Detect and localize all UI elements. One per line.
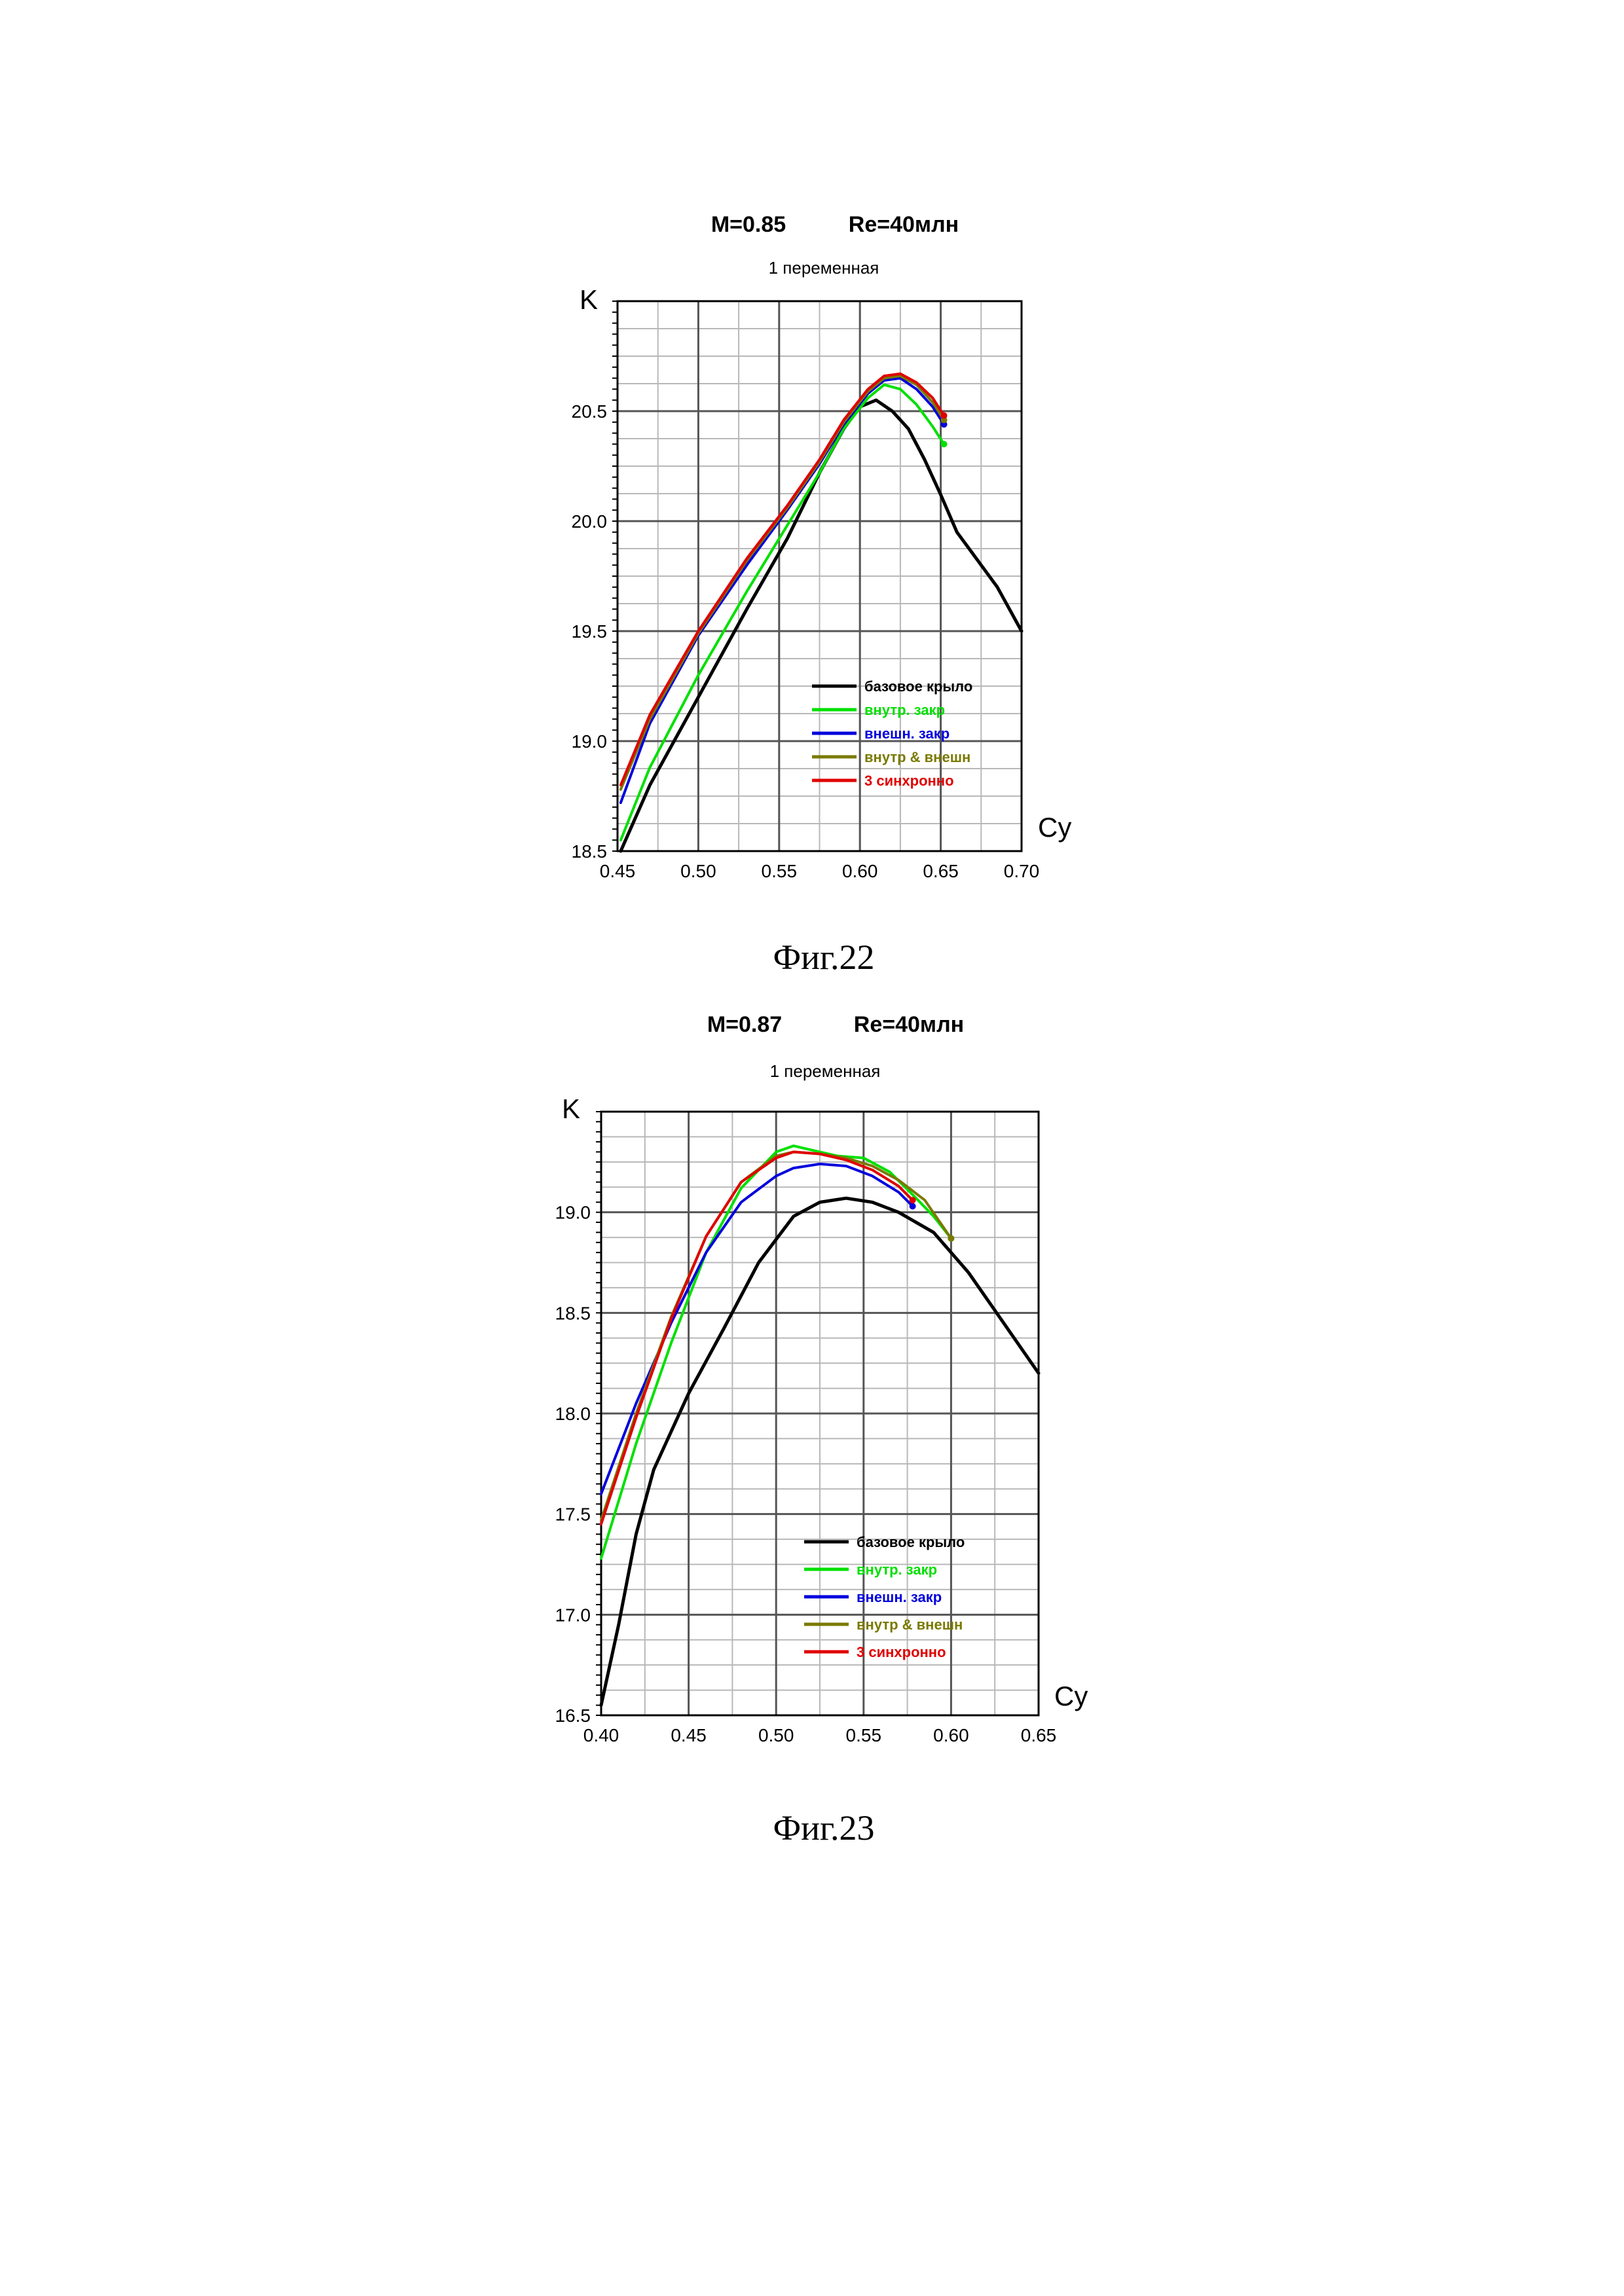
plot-frame: [616, 300, 1023, 852]
y-tick-label: 18.5: [572, 841, 608, 862]
x-tick-label: 0.50: [680, 861, 716, 881]
chart-title-right: Re=40млн: [854, 1012, 964, 1037]
legend-label: 3 синхронно: [864, 773, 954, 789]
series-end-marker: [940, 412, 948, 419]
legend-label: внешн. закр: [864, 725, 950, 742]
legend-label: внешн. закр: [857, 1589, 942, 1605]
y-tick-label: 17.0: [555, 1605, 591, 1625]
chart-subtitle: 1 переменная: [770, 1061, 881, 1081]
x-tick-label: 0.55: [846, 1725, 882, 1745]
x-tick-label: 0.70: [1004, 861, 1040, 881]
figure-caption: Фиг.23: [773, 1808, 874, 1848]
data-series: [599, 1144, 1041, 1707]
figure-22: M=0.85 Re=40млн 1 переменная K Cy 0.45 0.…: [0, 196, 1624, 982]
x-tick-label: 0.45: [671, 1725, 707, 1745]
y-axis-label: K: [562, 1093, 580, 1124]
series-end-marker: [909, 1203, 916, 1210]
x-tick-label: 0.40: [583, 1725, 619, 1745]
plot-frame: [600, 1110, 1040, 1717]
series-end-marker: [909, 1197, 916, 1204]
x-tick-label: 0.45: [600, 861, 636, 881]
legend-label: внутр & внешн: [857, 1616, 963, 1633]
legend-label: внутр & внешн: [864, 749, 970, 765]
chart-22-svg: M=0.85 Re=40млн 1 переменная K Cy 0.45 0.…: [572, 212, 1072, 977]
series-line: [599, 1196, 1041, 1707]
y-tick-label: 20.0: [572, 511, 608, 532]
legend-label: внутр. закр: [864, 702, 945, 718]
series-end-marker: [948, 1235, 955, 1242]
x-tick-label: 0.65: [923, 861, 959, 881]
series-line: [600, 1144, 953, 1560]
legend-label: базовое крыло: [864, 678, 972, 695]
legend-label: внутр. закр: [857, 1561, 937, 1578]
legend-label: базовое крыло: [857, 1534, 965, 1550]
series-line: [619, 398, 1024, 853]
legend: базовое крыло внутр. закр внешн. закр внутр…: [812, 678, 972, 789]
legend: базовое крыло внутр. закр внешн. закр внутр…: [804, 1534, 965, 1660]
y-tick-labels: 18.5 19.0 19.5 20.0 20.5: [572, 401, 608, 862]
data-series: [619, 372, 1024, 853]
y-tick-label: 20.5: [572, 401, 608, 422]
y-tick-label: 18.0: [555, 1404, 591, 1424]
series-line: [619, 383, 946, 842]
figure-23: M=0.87 Re=40млн 1 переменная K Cy 0.40 0.…: [0, 1002, 1624, 1886]
legend-label: 3 синхронно: [857, 1644, 946, 1660]
series-line: [619, 372, 946, 787]
minor-grid: [618, 301, 1022, 851]
y-tick-label: 19.0: [555, 1203, 591, 1223]
x-axis-label: Cy: [1054, 1681, 1088, 1711]
y-tick-label: 18.5: [555, 1303, 591, 1323]
x-axis-label: Cy: [1038, 812, 1071, 843]
y-tick-label: 19.5: [572, 621, 608, 642]
x-tick-label: 0.65: [1021, 1725, 1057, 1745]
series-line: [600, 1150, 914, 1525]
y-tick-label: 19.0: [572, 731, 608, 752]
chart-23-svg: M=0.87 Re=40млн 1 переменная K Cy 0.40 0.…: [555, 1012, 1088, 1848]
figure-caption: Фиг.22: [773, 938, 874, 977]
y-axis-label: K: [580, 284, 598, 315]
chart-title: M=0.85: [711, 212, 786, 237]
chart-title: M=0.87: [707, 1012, 782, 1037]
chart-title-right: Re=40млн: [849, 212, 959, 237]
chart-subtitle: 1 переменная: [769, 258, 879, 278]
series-end-marker: [940, 441, 948, 448]
y-tick-label: 16.5: [555, 1705, 591, 1726]
y-tick-labels: 16.5 17.0 17.5 18.0 18.5 19.0: [555, 1203, 591, 1726]
x-tick-label: 0.60: [842, 861, 878, 881]
x-tick-label: 0.50: [758, 1725, 794, 1745]
x-tick-label: 0.60: [933, 1725, 969, 1745]
series-line: [600, 1162, 914, 1495]
x-tick-label: 0.55: [762, 861, 798, 881]
x-tick-labels: 0.45 0.50 0.55 0.60 0.65 0.70: [600, 861, 1040, 881]
x-tick-labels: 0.40 0.45 0.50 0.55 0.60 0.65: [583, 1725, 1057, 1745]
y-tick-label: 17.5: [555, 1504, 591, 1525]
